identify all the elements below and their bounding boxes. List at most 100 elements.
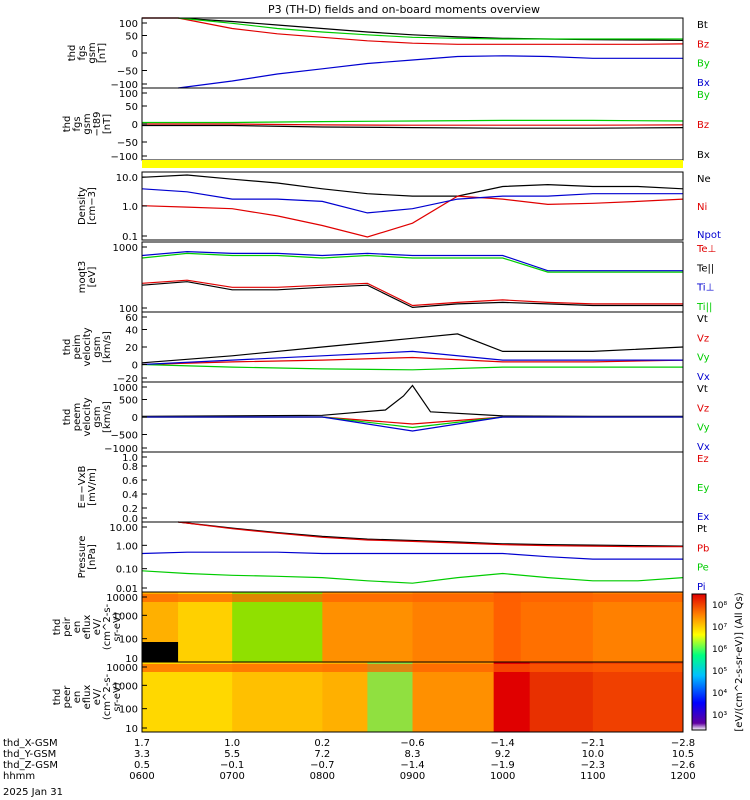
legend-entry: Pt (697, 524, 707, 535)
spectrogram-band (520, 592, 594, 662)
panel-peer_en_eflux: 10000100010010thdpeerenefluxeV/(cm^2-s-s… (52, 661, 684, 735)
legend-entry: Vy (697, 353, 710, 364)
legend-entry: Ni (697, 202, 707, 213)
y-tick-label: 1.00 (116, 541, 138, 552)
panel-density: 10.0 1.0 0.1 Density[cm−3] Ne Ni Npot (77, 171, 721, 243)
x-tick-label: 0.2 (314, 738, 330, 749)
y-tick-label: 1.0 (122, 453, 138, 464)
colorbar-tick: 10⁶ (712, 645, 727, 655)
y-axis-label-line: gsm (92, 336, 103, 357)
legend-entry: Bz (697, 39, 709, 50)
x-axis-labels: thd_X-GSM 1.7 1.0 0.2 −0.6 −1.4 −2.1 −2.8 thd_Y-… (3, 738, 696, 782)
legend-entry: Te⊥ (696, 244, 716, 255)
series-Te⊥ (141, 279, 683, 307)
y-axis-label-line: gsm (87, 42, 98, 63)
y-tick-label: 0 (132, 49, 138, 60)
x-row-label: hhmm (3, 771, 35, 782)
y-tick-label: 50 (125, 102, 138, 113)
y-axis-label: thdpeerenefluxeV/(cm^2-s-sr-eV) (52, 673, 123, 720)
y-axis-label-line: peer (62, 685, 73, 709)
series-Ni (141, 195, 684, 238)
y-tick-label: 1000 (113, 611, 138, 622)
y-axis-label: thdfgsgsm[nT] (67, 42, 108, 63)
series-Te|| (141, 281, 683, 309)
colorbar-label: [eV/(cm^2-s-sr-eV)] (All Qs) (734, 592, 745, 731)
panel-frame (141, 17, 684, 89)
x-tick-label: 10.0 (582, 749, 604, 760)
legend-entry: Vx (697, 372, 710, 383)
legend-entry: Vt (697, 314, 708, 325)
series-Bz (142, 17, 684, 45)
series-Bz (142, 123, 684, 126)
legend-entry: Vz (697, 403, 709, 414)
y-axis-label-line: [km/s] (102, 401, 113, 433)
y-axis-label-line: peim (72, 334, 83, 359)
y-axis-label: Pressure[nPa] (77, 536, 98, 579)
legend-entry: Npot (697, 230, 721, 241)
x-tick-label: 1200 (670, 771, 695, 782)
y-tick-label: 50 (125, 32, 138, 43)
y-axis-label-line: thd (67, 45, 78, 62)
x-tick-label: −2.1 (581, 738, 605, 749)
panel-peim_velocity: 60 40 20 0 −20 thdpeimvelocitygsm[km/s] Vt Vz Vy… (62, 311, 710, 385)
panel-temperature: 1000 100 moqt3[eV] Te⊥ Te|| Ti⊥ Ti|| (77, 241, 716, 315)
spectrogram-band (592, 662, 684, 732)
y-axis-label-line: −t89 (92, 111, 103, 136)
x-tick-label: 8.3 (405, 749, 421, 760)
legend-entry: By (697, 90, 710, 101)
spectrogram-band (322, 662, 368, 732)
mode-bar (142, 160, 683, 168)
panel-peem_velocity: 1000 500 0 −500 −1000 thdpeemvelocitygsm[km/s… (62, 381, 710, 455)
series-Npot (141, 188, 683, 214)
panel-pressure: 10.00 1.00 0.10 0.01 Pressure[nPa] Pt Pb Pe Pi (77, 521, 709, 595)
y-axis-label-line: eflux (82, 685, 93, 710)
y-axis-label-line: eflux (82, 615, 93, 640)
legend-entry: Vz (697, 333, 709, 344)
legend-entry: Ez (697, 454, 709, 465)
spectrogram-band (529, 662, 594, 732)
x-row-label: thd_Z-GSM (3, 760, 58, 771)
y-axis-label-line: sr-eV) (112, 682, 123, 711)
spectrogram-band (232, 662, 323, 732)
spectrogram-band (367, 662, 413, 732)
spectrogram-band (232, 592, 323, 662)
legend-entry: Pi (697, 582, 706, 593)
legend-entry: Pb (697, 543, 709, 554)
x-tick-label: 3.3 (134, 749, 150, 760)
y-tick-label: −20 (117, 374, 138, 385)
y-tick-label: 0.8 (122, 462, 138, 473)
panel-fgs_gsm_t89: 100 50 0 −50 −100 thdfgsgsm−t89[nT] By Bz Bx (62, 87, 710, 163)
y-tick-label: 1000 (113, 681, 138, 692)
x-tick-label: 10.5 (672, 749, 694, 760)
y-tick-label: 1.0 (122, 202, 138, 213)
y-axis-label-line: [nT] (102, 114, 113, 134)
y-tick-label: −500 (111, 431, 138, 442)
legend-entry: By (697, 59, 710, 70)
y-tick-label: 1000 (113, 243, 138, 254)
legend-entry: Vy (697, 423, 710, 434)
series-Vx (141, 350, 683, 366)
legend-entry: Bx (697, 150, 710, 161)
y-axis-label: moqt3[eV] (77, 261, 98, 294)
spectrogram-band (493, 662, 531, 732)
spectrogram-band (142, 662, 233, 732)
series-Pe (141, 570, 684, 584)
x-tick-label: 0.5 (134, 760, 150, 771)
x-tick-label: −0.6 (400, 738, 424, 749)
colorbar-tick: 10⁵ (712, 667, 727, 677)
spectrogram-band (142, 594, 683, 602)
x-tick-label: 0700 (219, 771, 244, 782)
legend-entry: Bt (697, 20, 708, 31)
y-axis-label-line: Pressure (77, 536, 88, 579)
x-tick-label: −2.6 (671, 760, 695, 771)
x-tick-label: −0.7 (310, 760, 334, 771)
y-tick-label: −50 (117, 67, 138, 78)
spectrogram-band (592, 592, 684, 662)
x-tick-label: −1.4 (491, 738, 515, 749)
legend-entry: Vx (697, 442, 710, 453)
x-tick-label: −2.8 (671, 738, 695, 749)
y-tick-label: 0.2 (122, 504, 138, 515)
x-tick-label: 1100 (580, 771, 605, 782)
x-tick-label: 5.5 (224, 749, 240, 760)
